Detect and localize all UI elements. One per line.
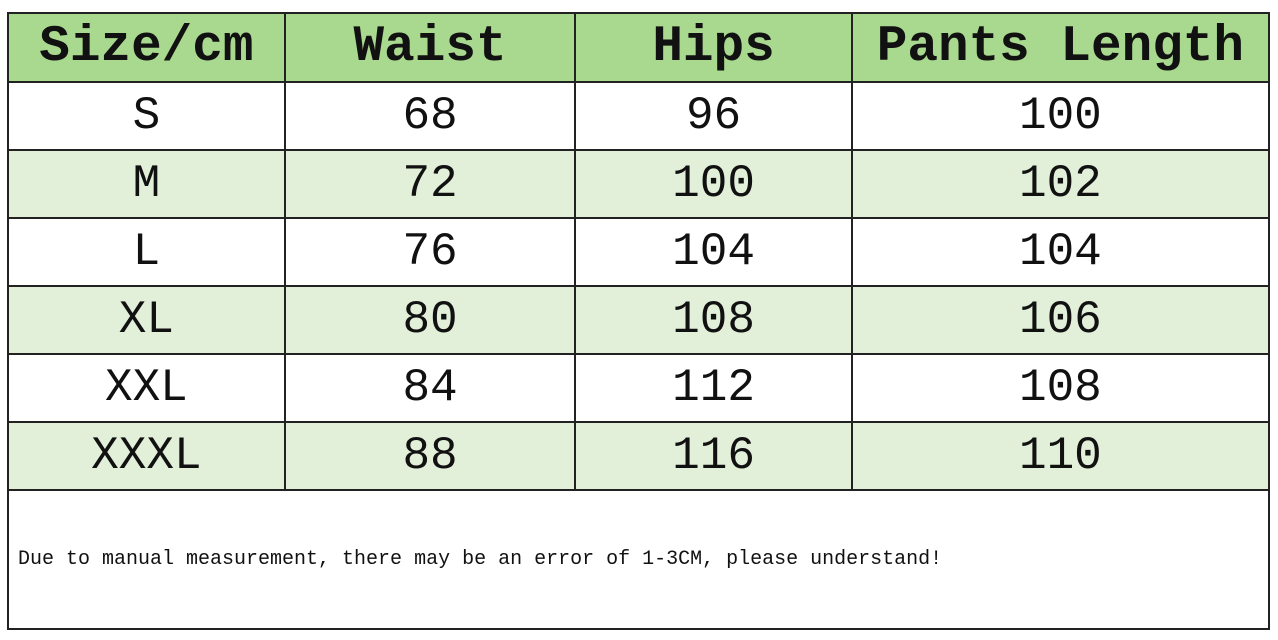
cell-waist: 76	[283, 217, 577, 287]
header-size: Size/cm	[7, 12, 286, 83]
cell-pants-length: 100	[850, 81, 1271, 151]
header-pants-length: Pants Length	[850, 12, 1271, 83]
table-row: M 72 100 102	[7, 149, 1271, 219]
cell-size: L	[7, 217, 286, 287]
cell-waist: 80	[283, 285, 577, 355]
cell-size: XL	[7, 285, 286, 355]
cell-pants-length: 108	[850, 353, 1271, 423]
table-row: S 68 96 100	[7, 81, 1271, 151]
cell-hips: 112	[574, 353, 853, 423]
cell-size: XXXL	[7, 421, 286, 491]
cell-pants-length: 102	[850, 149, 1271, 219]
measurement-note: Due to manual measurement, there may be …	[7, 489, 1270, 630]
header-row: Size/cm Waist Hips Pants Length	[7, 12, 1271, 83]
cell-waist: 84	[283, 353, 577, 423]
cell-hips: 104	[574, 217, 853, 287]
cell-waist: 88	[283, 421, 577, 491]
note-row: Due to manual measurement, there may be …	[7, 489, 1270, 630]
cell-hips: 100	[574, 149, 853, 219]
cell-waist: 68	[283, 81, 577, 151]
cell-size: S	[7, 81, 286, 151]
cell-hips: 96	[574, 81, 853, 151]
cell-hips: 116	[574, 421, 853, 491]
cell-pants-length: 106	[850, 285, 1271, 355]
table-row: L 76 104 104	[7, 217, 1271, 287]
cell-waist: 72	[283, 149, 577, 219]
table-row: XXXL 88 116 110	[7, 421, 1271, 491]
header-waist: Waist	[283, 12, 577, 83]
cell-hips: 108	[574, 285, 853, 355]
table-row: XXL 84 112 108	[7, 353, 1271, 423]
cell-pants-length: 110	[850, 421, 1271, 491]
size-chart-table: Size/cm Waist Hips Pants Length S 68 96 100…	[7, 12, 1271, 630]
cell-pants-length: 104	[850, 217, 1271, 287]
header-hips: Hips	[574, 12, 853, 83]
cell-size: M	[7, 149, 286, 219]
cell-size: XXL	[7, 353, 286, 423]
table-row: XL 80 108 106	[7, 285, 1271, 355]
